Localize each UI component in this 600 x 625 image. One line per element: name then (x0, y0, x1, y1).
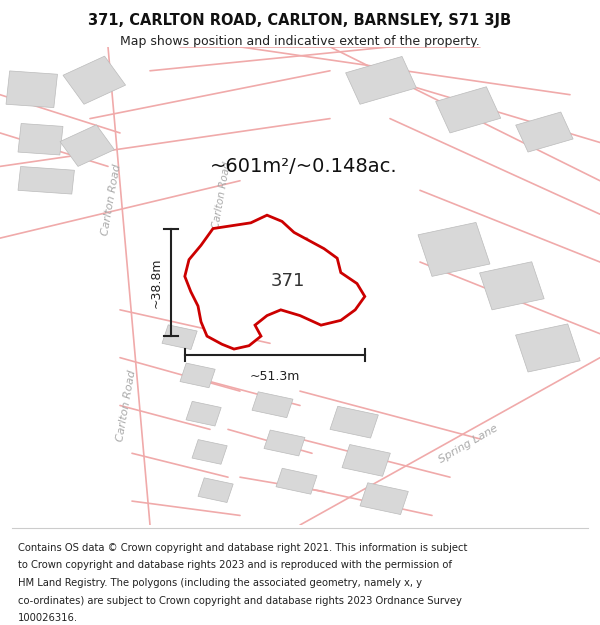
Bar (515, 324, 580, 372)
Text: 371: 371 (271, 272, 305, 290)
Bar (515, 112, 573, 152)
Polygon shape (185, 215, 365, 349)
Text: ~38.8m: ~38.8m (149, 257, 163, 308)
Bar (18, 166, 74, 194)
Bar (360, 482, 409, 514)
Bar (18, 124, 63, 155)
Bar (346, 56, 416, 104)
Text: Carlton Road: Carlton Road (211, 161, 233, 229)
Bar (180, 363, 215, 388)
Text: Map shows position and indicative extent of the property.: Map shows position and indicative extent… (120, 35, 480, 48)
Bar (418, 222, 490, 276)
Text: ~51.3m: ~51.3m (250, 369, 300, 382)
Bar (192, 439, 227, 464)
Bar (264, 430, 305, 456)
Text: co-ordinates) are subject to Crown copyright and database rights 2023 Ordnance S: co-ordinates) are subject to Crown copyr… (18, 596, 462, 606)
Bar (479, 262, 544, 310)
Bar (276, 468, 317, 494)
Text: ~601m²/~0.148ac.: ~601m²/~0.148ac. (210, 157, 398, 176)
Bar (436, 87, 501, 133)
Bar (342, 444, 391, 476)
Text: Carlton Road: Carlton Road (100, 163, 122, 236)
Text: Carlton Road: Carlton Road (115, 369, 137, 442)
Bar (60, 125, 115, 166)
Text: Contains OS data © Crown copyright and database right 2021. This information is : Contains OS data © Crown copyright and d… (18, 543, 467, 553)
Bar (330, 406, 379, 438)
Bar (198, 478, 233, 502)
Bar (258, 238, 325, 286)
Bar (63, 56, 125, 104)
Bar (6, 71, 58, 108)
Bar (186, 401, 221, 426)
Bar (162, 325, 197, 349)
Text: 100026316.: 100026316. (18, 613, 78, 623)
Text: to Crown copyright and database rights 2023 and is reproduced with the permissio: to Crown copyright and database rights 2… (18, 561, 452, 571)
Text: HM Land Registry. The polygons (including the associated geometry, namely x, y: HM Land Registry. The polygons (includin… (18, 578, 422, 588)
Text: 371, CARLTON ROAD, CARLTON, BARNSLEY, S71 3JB: 371, CARLTON ROAD, CARLTON, BARNSLEY, S7… (88, 13, 512, 28)
Bar (252, 392, 293, 418)
Text: Spring Lane: Spring Lane (437, 422, 499, 465)
